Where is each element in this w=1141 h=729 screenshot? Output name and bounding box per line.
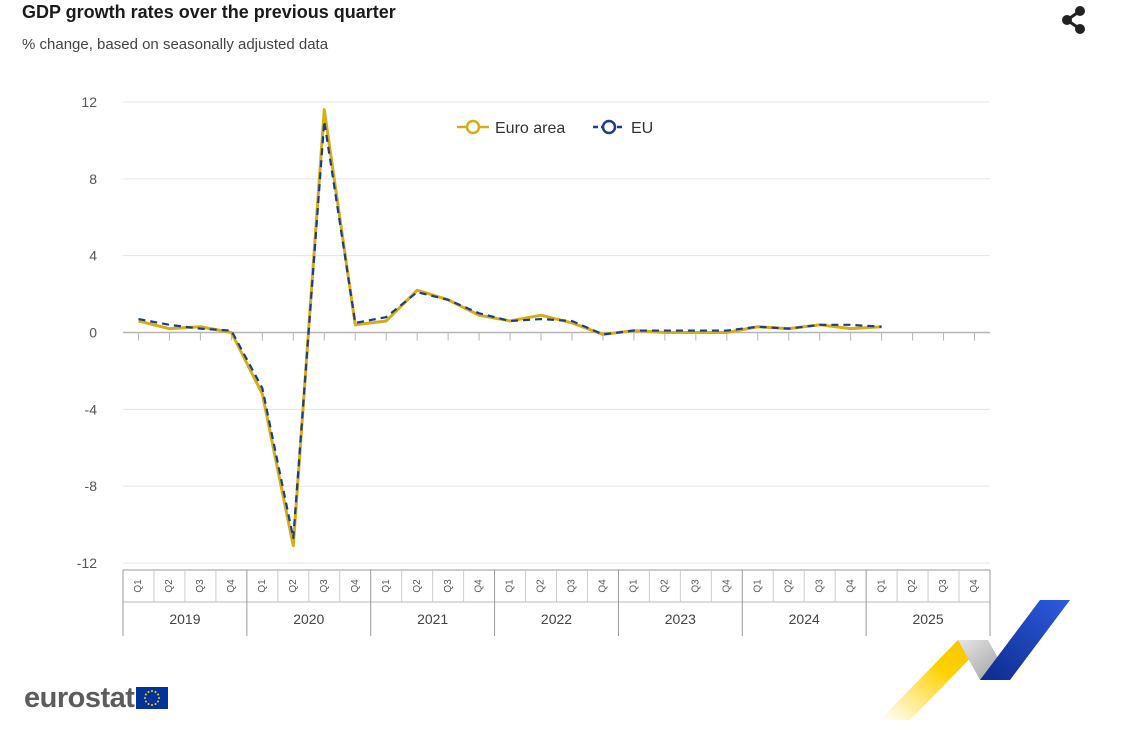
flag-star: [147, 703, 150, 706]
decorative-ribbon: [880, 600, 1070, 720]
x-axis: Q1 Q2 Q3 Q4 Q1 Q2 Q3 Q4 Q1 Q2 Q3 Q4 Q1 Q2 Q3 Q4 Q1 Q2 Q3 Q4…: [122, 569, 991, 636]
y-tick-label: -8: [85, 478, 98, 494]
flag-star: [154, 703, 157, 706]
x-tick-label-year: 2023: [665, 611, 696, 627]
x-tick-label-quarter: Q2: [164, 579, 175, 593]
legend-label: Euro area: [495, 120, 565, 137]
x-tick-label-quarter: Q2: [412, 579, 423, 593]
x-tick-label-quarter: Q2: [907, 579, 918, 593]
x-tick-label-year: 2019: [169, 611, 200, 627]
x-tick-label-quarter: Q1: [629, 579, 640, 593]
x-tick-label-quarter: Q1: [505, 579, 516, 593]
x-tick-label-quarter: Q4: [969, 579, 980, 593]
flag-star: [157, 700, 160, 703]
x-tick-label-quarter: Q2: [288, 579, 299, 593]
x-tick-label-quarter: Q3: [690, 579, 701, 593]
series-lines: [138, 108, 882, 548]
x-tick-label-quarter: Q2: [660, 579, 671, 593]
legend-item-eu[interactable]: EU: [593, 119, 653, 137]
x-tick-label-year: 2021: [417, 611, 448, 627]
x-tick-label-quarter: Q4: [350, 579, 361, 593]
flag-star: [151, 690, 154, 692]
flag-star: [145, 693, 148, 696]
x-tick-label-quarter: Q3: [443, 579, 454, 593]
eurostat-logo: eurostat: [24, 680, 169, 716]
x-tick-label-year: 2020: [293, 611, 324, 627]
logo-text: eurostat: [24, 681, 135, 714]
x-tick-label-year: 2025: [912, 611, 943, 627]
x-tick-label-quarter: Q2: [536, 579, 547, 593]
chart-subtitle: % change, based on seasonally adjusted d…: [22, 36, 329, 53]
series-line-euro-area[interactable]: [138, 108, 882, 548]
x-tick-label-quarter: Q3: [195, 579, 206, 593]
flag-star: [145, 700, 148, 703]
legend-marker: [601, 119, 617, 135]
y-tick-label: -4: [85, 401, 98, 417]
legend-label: EU: [631, 120, 653, 137]
flag-star: [151, 704, 154, 706]
flag-star: [157, 693, 160, 696]
x-tick-label-quarter: Q4: [598, 579, 609, 593]
x-tick-label-quarter: Q4: [226, 579, 237, 593]
x-tick-label-quarter: Q3: [567, 579, 578, 593]
x-tick-label-quarter: Q4: [474, 579, 485, 593]
x-tick-label-quarter: Q1: [381, 579, 392, 593]
y-axis: 12 8 4 0 -4 -8 -12: [77, 94, 97, 571]
eu-flag-icon: [136, 687, 169, 709]
share-icon: [1062, 6, 1085, 34]
share-button[interactable]: [1058, 4, 1092, 36]
x-tick-label-quarter: Q1: [133, 579, 144, 593]
y-tick-label: 4: [89, 248, 97, 264]
flag-star: [158, 697, 161, 699]
legend-marker: [465, 119, 481, 135]
grid-lines: [123, 101, 990, 564]
x-tick-label-quarter: Q1: [257, 579, 268, 593]
x-tick-label-quarter: Q3: [319, 579, 330, 593]
legend-item-euro-area[interactable]: Euro area: [457, 119, 565, 137]
legend[interactable]: Euro area EU: [457, 119, 653, 137]
x-tick-label-quarter: Q3: [814, 579, 825, 593]
chart-title: GDP growth rates over the previous quart…: [22, 2, 396, 22]
x-tick-label-quarter: Q2: [783, 579, 794, 593]
x-tick-label-year: 2022: [541, 611, 572, 627]
flag-star: [144, 697, 147, 699]
x-tick-label-quarter: Q1: [752, 579, 763, 593]
x-tick-label-quarter: Q3: [938, 579, 949, 593]
x-tick-label-quarter: Q4: [721, 579, 732, 593]
x-tick-label-quarter: Q4: [845, 579, 856, 593]
y-tick-label: 0: [89, 325, 97, 341]
x-tick-label-year: 2024: [789, 611, 820, 627]
series-line-eu[interactable]: [138, 120, 882, 540]
y-tick-label: -12: [77, 555, 97, 571]
x-tick-label-quarter: Q1: [876, 579, 887, 593]
flag-star: [154, 690, 157, 693]
y-tick-label: 8: [89, 171, 97, 187]
y-tick-label: 12: [81, 94, 97, 110]
flag-star: [147, 690, 150, 693]
